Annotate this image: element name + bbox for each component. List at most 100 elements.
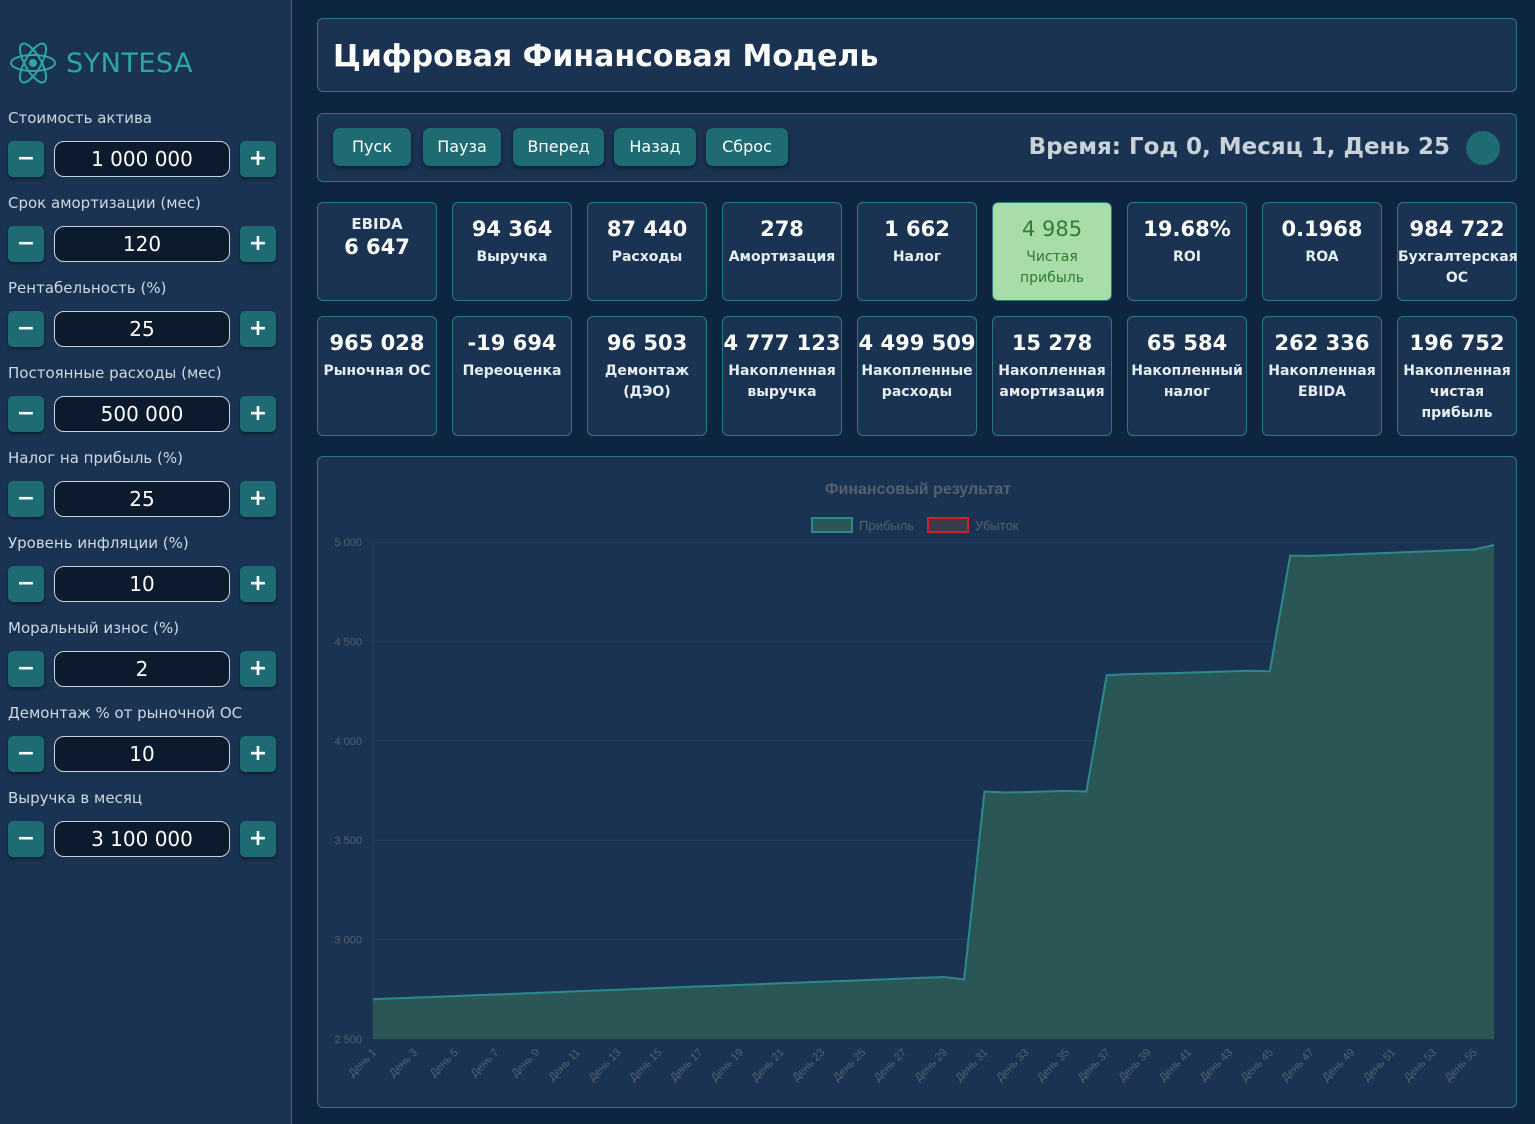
y-tick-label: 5 000 bbox=[334, 537, 362, 549]
x-tick-label: День 23 bbox=[790, 1047, 827, 1084]
param-label: Постоянные расходы (мес) bbox=[8, 364, 222, 382]
metric-card: 984 722 Бухгалтерская ОС bbox=[1397, 202, 1518, 301]
decrement-button[interactable]: − bbox=[8, 821, 44, 857]
decrement-button[interactable]: − bbox=[8, 396, 44, 432]
decrement-button[interactable]: − bbox=[8, 651, 44, 687]
decrement-button[interactable]: − bbox=[8, 481, 44, 517]
metric-value: 0.1968 bbox=[1281, 217, 1363, 241]
decrement-button[interactable]: − bbox=[8, 226, 44, 262]
x-tick-label: День 47 bbox=[1279, 1047, 1316, 1084]
x-tick-label: День 43 bbox=[1198, 1047, 1235, 1084]
metric-value: 15 278 bbox=[1011, 331, 1093, 355]
profit-tax-input[interactable]: 25 bbox=[54, 481, 230, 517]
param-row: −25 + bbox=[8, 481, 278, 517]
depreciation-term-input[interactable]: 120 bbox=[54, 226, 230, 262]
x-tick-label: День 27 bbox=[872, 1047, 909, 1084]
metric-label: ROI bbox=[1173, 249, 1201, 265]
metric-card: 278 Амортизация bbox=[722, 202, 842, 301]
metric-value: 1 662 bbox=[884, 217, 950, 241]
asset-cost-input[interactable]: 1 000 000 bbox=[54, 141, 230, 177]
metric-value: 6 647 bbox=[344, 235, 410, 259]
increment-button[interactable]: + bbox=[240, 651, 276, 687]
metric-label: Расходы bbox=[611, 249, 683, 265]
pause-button[interactable]: Пауза bbox=[423, 128, 501, 166]
decrement-button[interactable]: − bbox=[8, 311, 44, 347]
increment-button[interactable]: + bbox=[240, 311, 276, 347]
increment-button[interactable]: + bbox=[240, 396, 276, 432]
cumulative-card: 96 503 Демонтаж (ДЭО) bbox=[587, 316, 707, 436]
increment-button[interactable]: + bbox=[240, 821, 276, 857]
param-profitability: Рентабельность (%) −25 + bbox=[8, 277, 278, 347]
x-tick-label: День 19 bbox=[709, 1047, 746, 1084]
cumulative-card: 65 584 Накопленный налог bbox=[1127, 316, 1247, 436]
metric-label: Накопленная амортизация bbox=[998, 363, 1106, 400]
x-tick-label: День 53 bbox=[1402, 1047, 1439, 1084]
metric-value: 965 028 bbox=[329, 331, 425, 355]
forward-button[interactable]: Вперед bbox=[513, 128, 604, 166]
cumulative-card: 262 336 Накопленная EBIDA bbox=[1262, 316, 1382, 436]
x-tick-label: День 41 bbox=[1157, 1047, 1194, 1084]
param-profit-tax: Налог на прибыль (%) −25 + bbox=[8, 447, 278, 517]
monthly-revenue-input[interactable]: 3 100 000 bbox=[54, 821, 230, 857]
metric-label: Накопленная выручка bbox=[728, 363, 836, 400]
inflation-rate-input[interactable]: 10 bbox=[54, 566, 230, 602]
y-tick-label: 3 000 bbox=[334, 935, 362, 947]
back-button[interactable]: Назад bbox=[614, 128, 696, 166]
fixed-costs-input[interactable]: 500 000 bbox=[54, 396, 230, 432]
metric-value: 19.68% bbox=[1143, 217, 1231, 241]
atom-icon bbox=[10, 42, 56, 84]
header-panel: Цифровая Финансовая Модель bbox=[317, 18, 1517, 92]
param-row: −1 000 000 + bbox=[8, 141, 278, 177]
metric-card: 1 662 Налог bbox=[857, 202, 977, 301]
x-tick-label: День 39 bbox=[1116, 1047, 1153, 1084]
x-tick-label: День 3 bbox=[387, 1047, 420, 1080]
metric-value: 4 985 bbox=[1021, 217, 1083, 241]
increment-button[interactable]: + bbox=[240, 736, 276, 772]
brand-logo[interactable]: SYNTESA bbox=[8, 38, 193, 88]
cumulative-card: -19 694 Переоценка bbox=[452, 316, 572, 436]
page-title: Цифровая Финансовая Модель bbox=[333, 39, 879, 74]
reset-button[interactable]: Сброс bbox=[706, 128, 788, 166]
x-tick-label: День 45 bbox=[1239, 1047, 1276, 1084]
increment-button[interactable]: + bbox=[240, 226, 276, 262]
x-tick-label: День 1 bbox=[346, 1047, 379, 1080]
decrement-button[interactable]: − bbox=[8, 141, 44, 177]
y-tick-label: 4 000 bbox=[334, 736, 362, 748]
legend-swatch-loss bbox=[927, 517, 969, 533]
sidebar: SYNTESA Стоимость актива −1 000 000 + Срок … bbox=[0, 0, 292, 1124]
param-label: Рентабельность (%) bbox=[8, 279, 167, 297]
cumulative-card: 4 499 509 Накопленные расходы bbox=[857, 316, 977, 436]
param-fixed-costs: Постоянные расходы (мес) −500 000 + bbox=[8, 362, 278, 432]
profit-line bbox=[372, 544, 1495, 1001]
metric-label: Накопленные расходы bbox=[861, 363, 973, 400]
metric-label: Демонтаж (ДЭО) bbox=[604, 363, 690, 400]
x-tick-label: День 13 bbox=[586, 1047, 623, 1084]
metric-value: 65 584 bbox=[1146, 331, 1228, 355]
metric-label: Амортизация bbox=[728, 249, 836, 265]
decrement-button[interactable]: − bbox=[8, 736, 44, 772]
metric-card: 0.1968 ROA bbox=[1262, 202, 1382, 301]
metric-value: 96 503 bbox=[606, 331, 688, 355]
metric-value: 262 336 bbox=[1274, 331, 1370, 355]
increment-button[interactable]: + bbox=[240, 566, 276, 602]
x-tick-label: День 37 bbox=[1076, 1047, 1113, 1084]
x-tick-label: День 11 bbox=[546, 1047, 583, 1084]
status-indicator bbox=[1466, 131, 1500, 165]
metric-label: Накопленная чистая прибыль bbox=[1403, 363, 1511, 421]
start-button[interactable]: Пуск bbox=[333, 128, 411, 166]
decrement-button[interactable]: − bbox=[8, 566, 44, 602]
time-display: Время: Год 0, Месяц 1, День 25 bbox=[1028, 134, 1450, 160]
x-tick-label: День 17 bbox=[668, 1047, 705, 1084]
chart-panel: Финансовый результат Прибыль Убыток 5 000 4 … bbox=[317, 456, 1517, 1108]
increment-button[interactable]: + bbox=[240, 481, 276, 517]
x-tick-label: День 35 bbox=[1035, 1047, 1072, 1084]
increment-button[interactable]: + bbox=[240, 141, 276, 177]
metric-label: Переоценка bbox=[462, 363, 562, 379]
cumulative-card: 196 752 Накопленная чистая прибыль bbox=[1397, 316, 1517, 436]
profitability-input[interactable]: 25 bbox=[54, 311, 230, 347]
param-label: Стоимость актива bbox=[8, 109, 152, 127]
dismantling-percent-input[interactable]: 10 bbox=[54, 736, 230, 772]
x-tick-label: День 55 bbox=[1442, 1047, 1479, 1084]
x-tick-label: День 7 bbox=[468, 1047, 501, 1080]
obsolescence-input[interactable]: 2 bbox=[54, 651, 230, 687]
